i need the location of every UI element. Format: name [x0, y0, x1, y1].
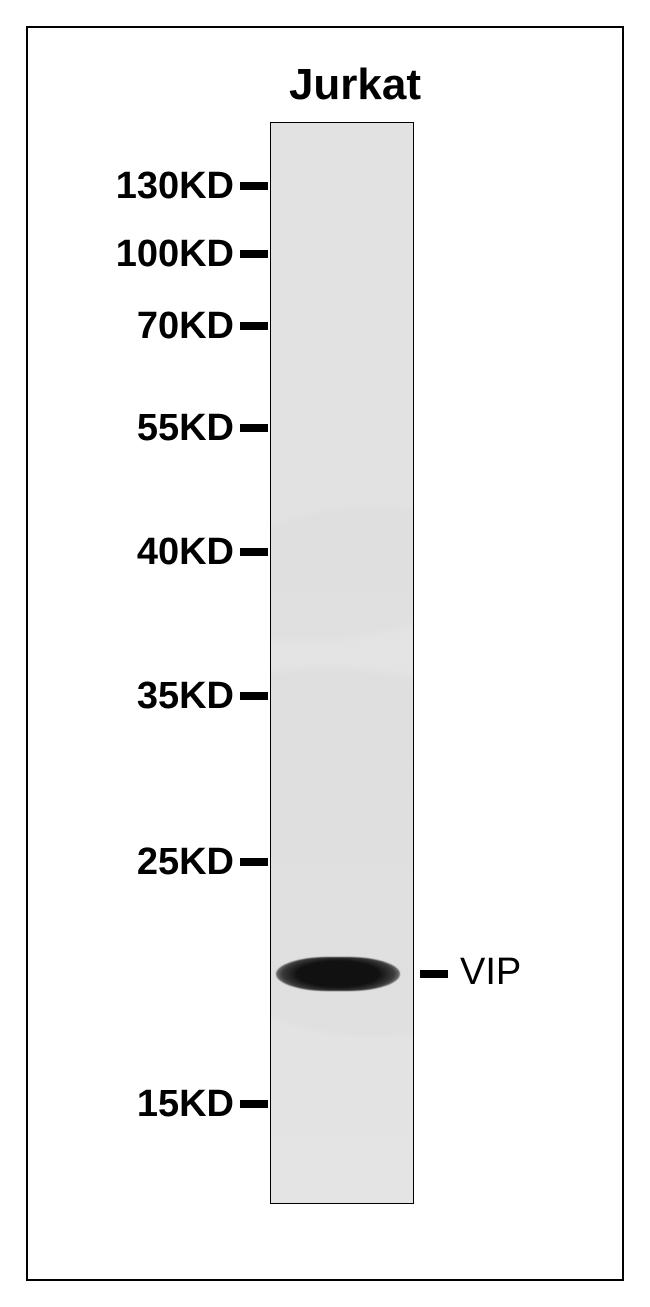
band-label: VIP — [460, 951, 521, 994]
band-tick — [420, 970, 448, 978]
mw-marker-tick — [240, 858, 268, 866]
protein-band — [276, 957, 400, 991]
mw-marker-label: 15KD — [137, 1083, 234, 1126]
sample-label: Jurkat — [265, 60, 445, 110]
mw-marker-tick — [240, 424, 268, 432]
mw-marker-tick — [240, 250, 268, 258]
mw-marker-label: 100KD — [116, 233, 234, 276]
mw-marker-label: 130KD — [116, 165, 234, 208]
mw-marker-label: 35KD — [137, 675, 234, 718]
blot-canvas: Jurkat 130KD 100KD 70KD 55KD 40KD 35KD 25KD 15K… — [0, 0, 650, 1307]
mw-marker-tick — [240, 692, 268, 700]
blot-lane — [270, 122, 414, 1204]
mw-marker-tick — [240, 548, 268, 556]
mw-marker-tick — [240, 1100, 268, 1108]
lane-background — [271, 123, 413, 1203]
mw-marker-tick — [240, 322, 268, 330]
mw-marker-label: 25KD — [137, 841, 234, 884]
mw-marker-label: 55KD — [137, 407, 234, 450]
mw-marker-tick — [240, 182, 268, 190]
mw-marker-label: 70KD — [137, 305, 234, 348]
mw-marker-label: 40KD — [137, 531, 234, 574]
